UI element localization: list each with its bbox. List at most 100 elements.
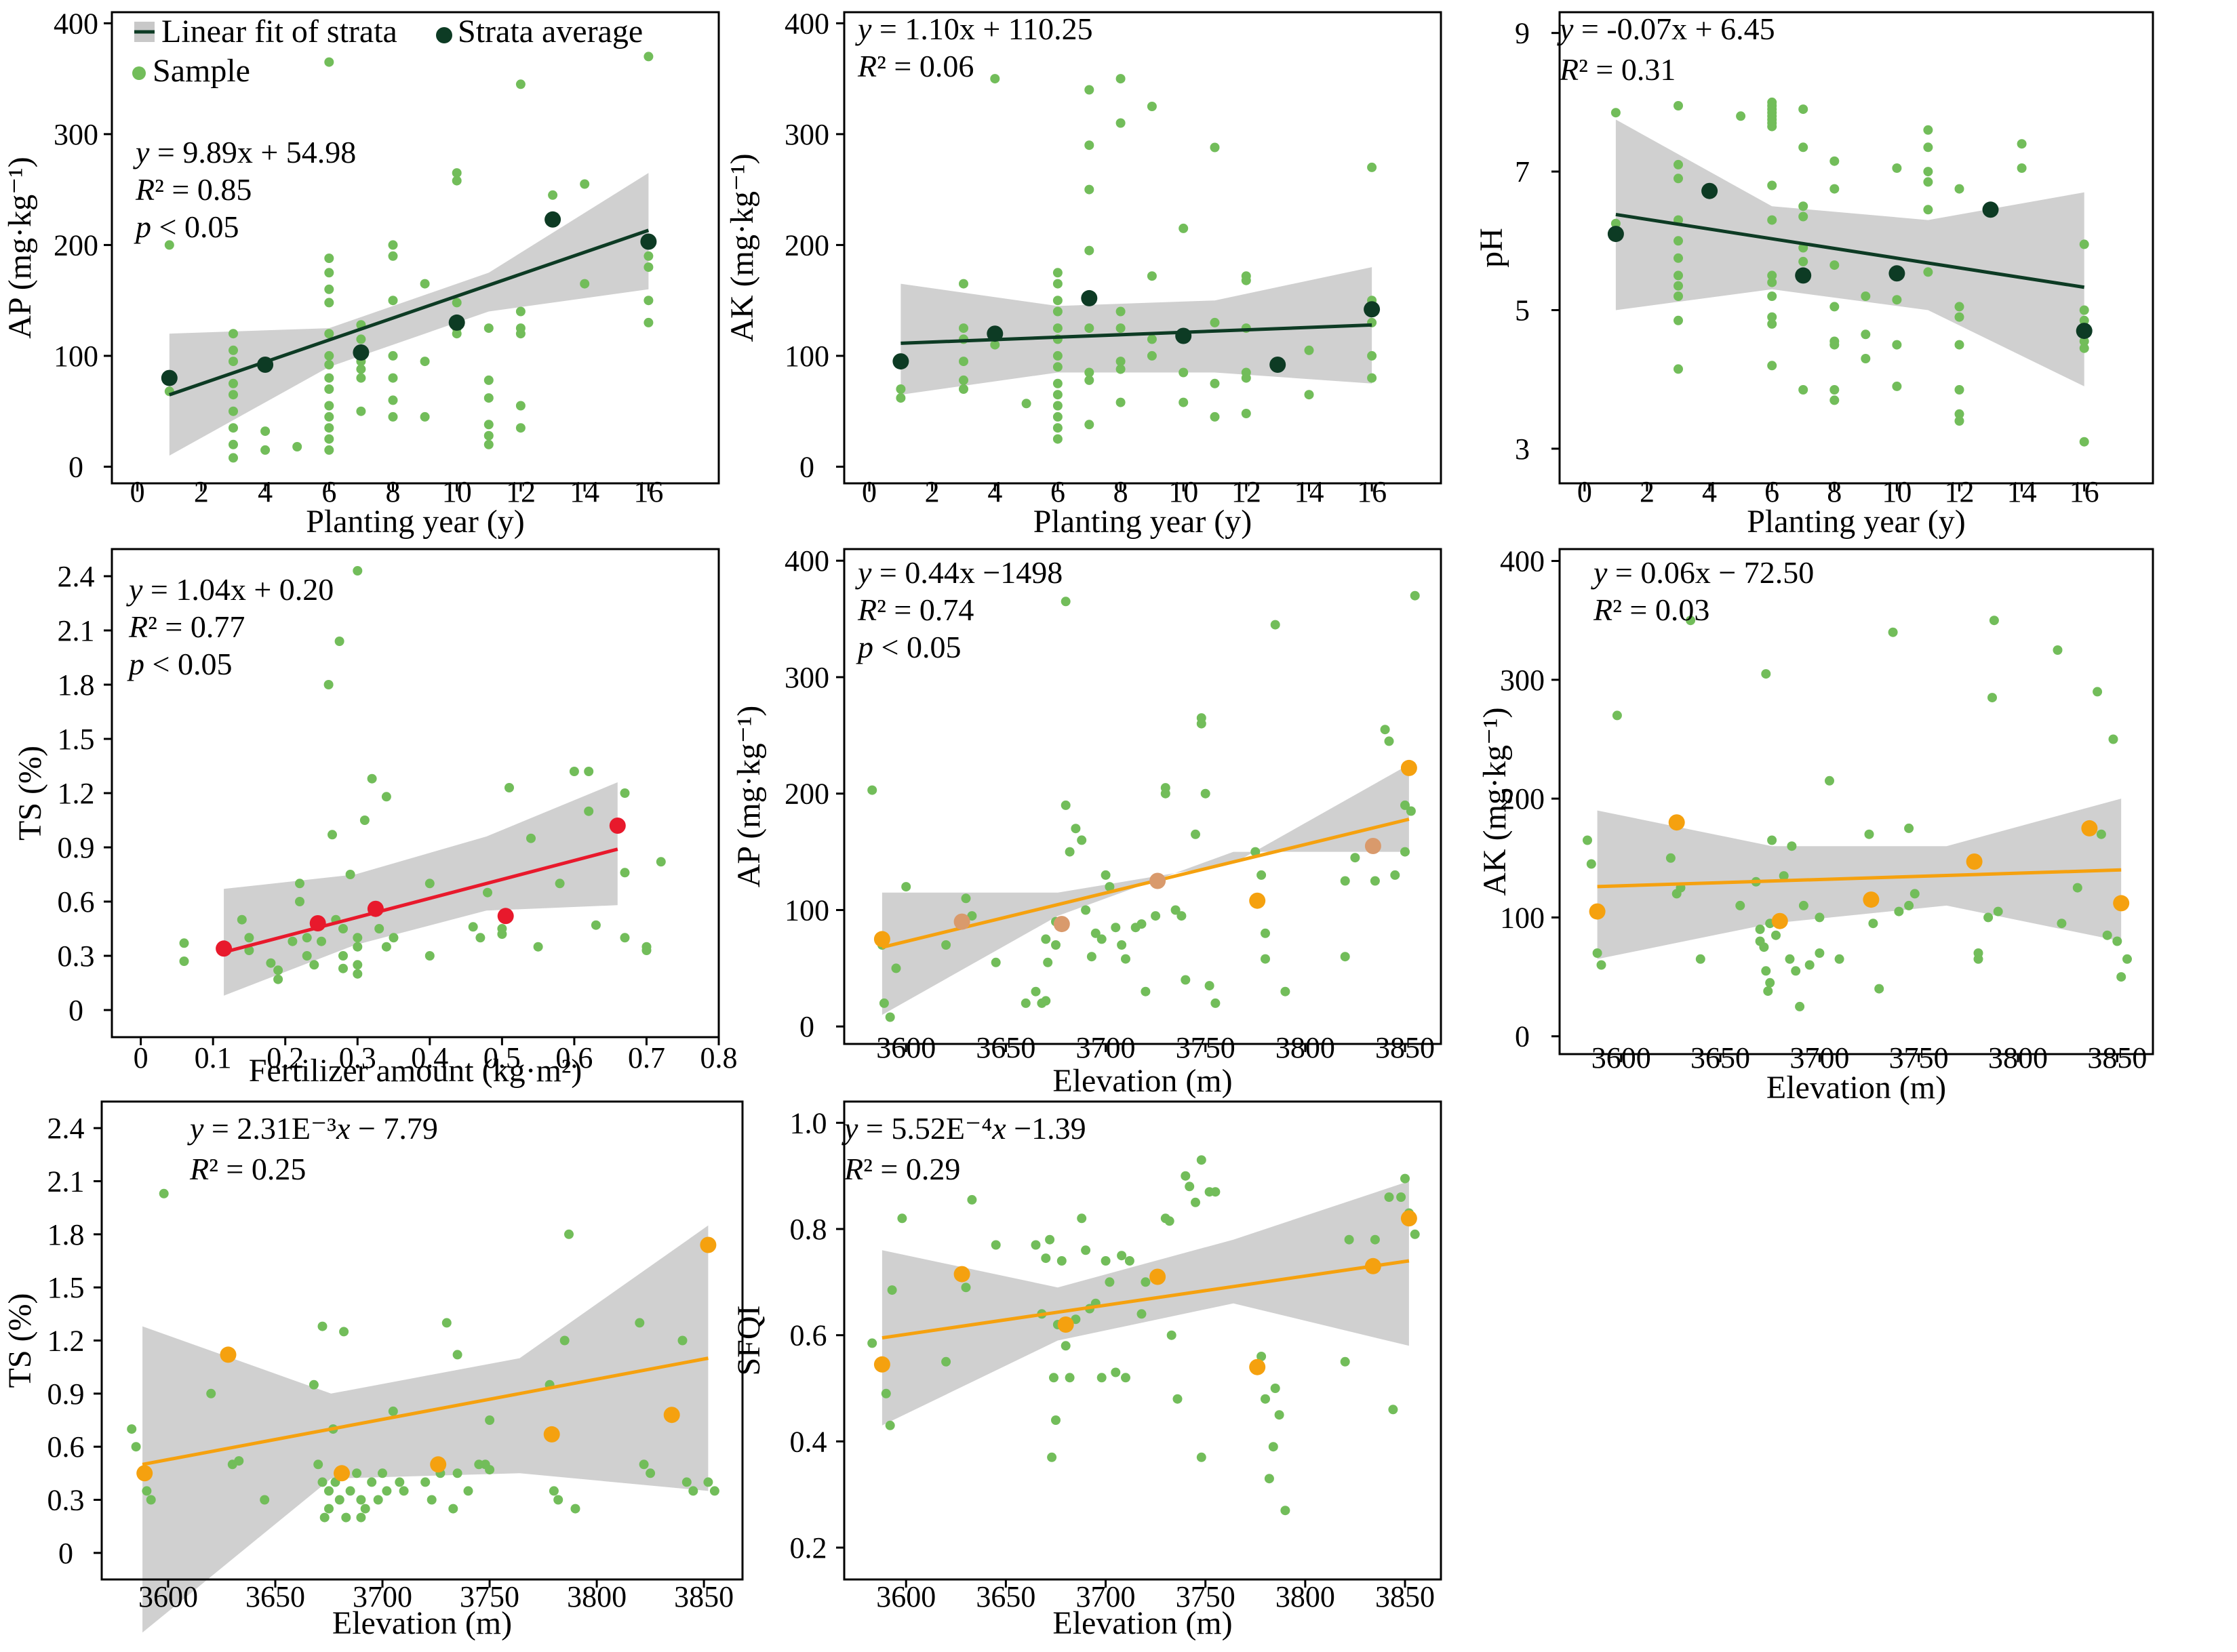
sample-point	[356, 1495, 366, 1505]
y-tick-label: 1.5	[58, 723, 95, 756]
strata-average-point	[220, 1346, 237, 1363]
sample-point	[324, 423, 334, 433]
sample-point	[1909, 889, 1920, 899]
sample-point	[1084, 85, 1094, 95]
x-tick-label: 2	[1640, 475, 1655, 508]
sample-point	[1767, 277, 1777, 287]
sample-point	[441, 1318, 452, 1328]
y-axis-title: AP (mg·kg⁻¹)	[731, 706, 767, 888]
sample-point	[2079, 336, 2089, 346]
sample-point	[324, 401, 334, 411]
legend-sample-label: Sample	[153, 53, 250, 89]
y-tick-label: 100	[785, 893, 829, 927]
y-tick-label: 300	[1500, 664, 1545, 697]
x-axis-title: Planting year (y)	[306, 504, 525, 540]
sample-point	[1954, 312, 1964, 322]
sample-point	[229, 390, 238, 400]
strata-average-point	[1982, 201, 1999, 218]
sample-point	[2072, 883, 2082, 893]
x-tick-label: 14	[2007, 475, 2037, 508]
x-tick-label: 10	[1168, 475, 1198, 508]
sample-point	[452, 1468, 462, 1478]
regression-annotation: y = 1.10x + 110.25	[855, 12, 1093, 46]
sample-point	[1115, 364, 1126, 374]
sample-point	[897, 1213, 907, 1224]
sample-point	[1256, 870, 1267, 880]
sample-point	[703, 1477, 713, 1487]
y-axis-title: SFQI	[731, 1305, 767, 1375]
sample-point	[1767, 361, 1777, 371]
legend-average-marker	[436, 27, 452, 43]
sample-point	[448, 1504, 458, 1514]
strata-average-point	[216, 940, 233, 957]
x-tick-label: 8	[1113, 475, 1128, 508]
x-tick-label: 8	[1827, 475, 1842, 508]
sample-point	[1210, 142, 1220, 153]
sample-point	[1695, 954, 1705, 964]
chart-panel-7: 3600 3650 3700 3750 3800 3850 0 0.3 0.6 0.9 1.2 1.5…	[2, 1100, 744, 1641]
strata-average-point	[1053, 916, 1070, 933]
sample-point	[1065, 1373, 1075, 1383]
sample-point	[237, 914, 247, 925]
sample-point	[1785, 954, 1795, 964]
y-tick-label: 300	[785, 118, 829, 151]
sample-point	[941, 940, 951, 950]
sample-point	[1264, 1474, 1274, 1484]
sample-point	[1052, 323, 1063, 334]
sample-point	[1181, 975, 1191, 985]
sample-point	[324, 445, 334, 455]
sample-point	[452, 176, 462, 186]
sample-point	[1061, 1341, 1071, 1351]
x-tick-label: 6	[1050, 475, 1065, 508]
sample-point	[1111, 923, 1121, 933]
y-tick-label: 0.8	[790, 1213, 827, 1246]
sample-point	[206, 1388, 216, 1398]
sample-point	[452, 1350, 462, 1360]
sample-point	[324, 329, 334, 339]
sample-point	[309, 1379, 319, 1390]
sample-point	[1261, 954, 1270, 964]
x-tick-label: 2	[194, 475, 209, 508]
x-tick-label: 3650	[976, 1031, 1035, 1064]
strata-average-point	[892, 353, 909, 370]
x-tick-label: 3700	[1789, 1041, 1849, 1074]
sample-point	[142, 1486, 152, 1496]
sample-point	[1815, 948, 1825, 958]
sample-point	[1973, 948, 1983, 958]
sample-point	[389, 933, 399, 943]
regression-annotation: R² = 0.29	[844, 1152, 960, 1186]
sample-point	[677, 1335, 688, 1346]
sample-point	[483, 375, 494, 385]
strata-average-point	[1149, 1268, 1166, 1285]
regression-annotation: R² = 0.06	[857, 49, 974, 83]
sample-point	[1071, 824, 1081, 834]
sample-point	[959, 384, 968, 394]
y-tick-label: 2.4	[47, 1112, 85, 1145]
sample-point	[1892, 381, 1902, 391]
strata-average-point	[1966, 853, 1983, 870]
x-tick-label: 0.6	[555, 1041, 593, 1074]
strata-average-point	[953, 1266, 970, 1283]
y-tick-label: 5	[1515, 294, 1530, 327]
y-tick-label: 1.2	[47, 1325, 85, 1358]
confidence-band	[1615, 119, 2084, 386]
linear-fit-line	[882, 1259, 1410, 1340]
sample-point	[959, 375, 968, 385]
sample-point	[1256, 1352, 1267, 1361]
sample-point	[292, 442, 302, 451]
sample-point	[1052, 411, 1063, 422]
x-axis-title: Elevation (m)	[1052, 1063, 1232, 1099]
strata-average-point	[873, 931, 890, 948]
sample-point	[1117, 940, 1127, 950]
sample-point	[635, 1318, 645, 1328]
sample-point	[1185, 1182, 1195, 1192]
sample-point	[1923, 205, 1933, 215]
sample-point	[427, 1495, 437, 1505]
strata-average-point	[1249, 1358, 1266, 1375]
sample-point	[339, 1327, 349, 1337]
sample-point	[1761, 966, 1771, 976]
x-tick-label: 12	[1944, 475, 1974, 508]
y-axis-title: TS (%)	[12, 746, 48, 841]
sample-point	[2079, 239, 2089, 249]
